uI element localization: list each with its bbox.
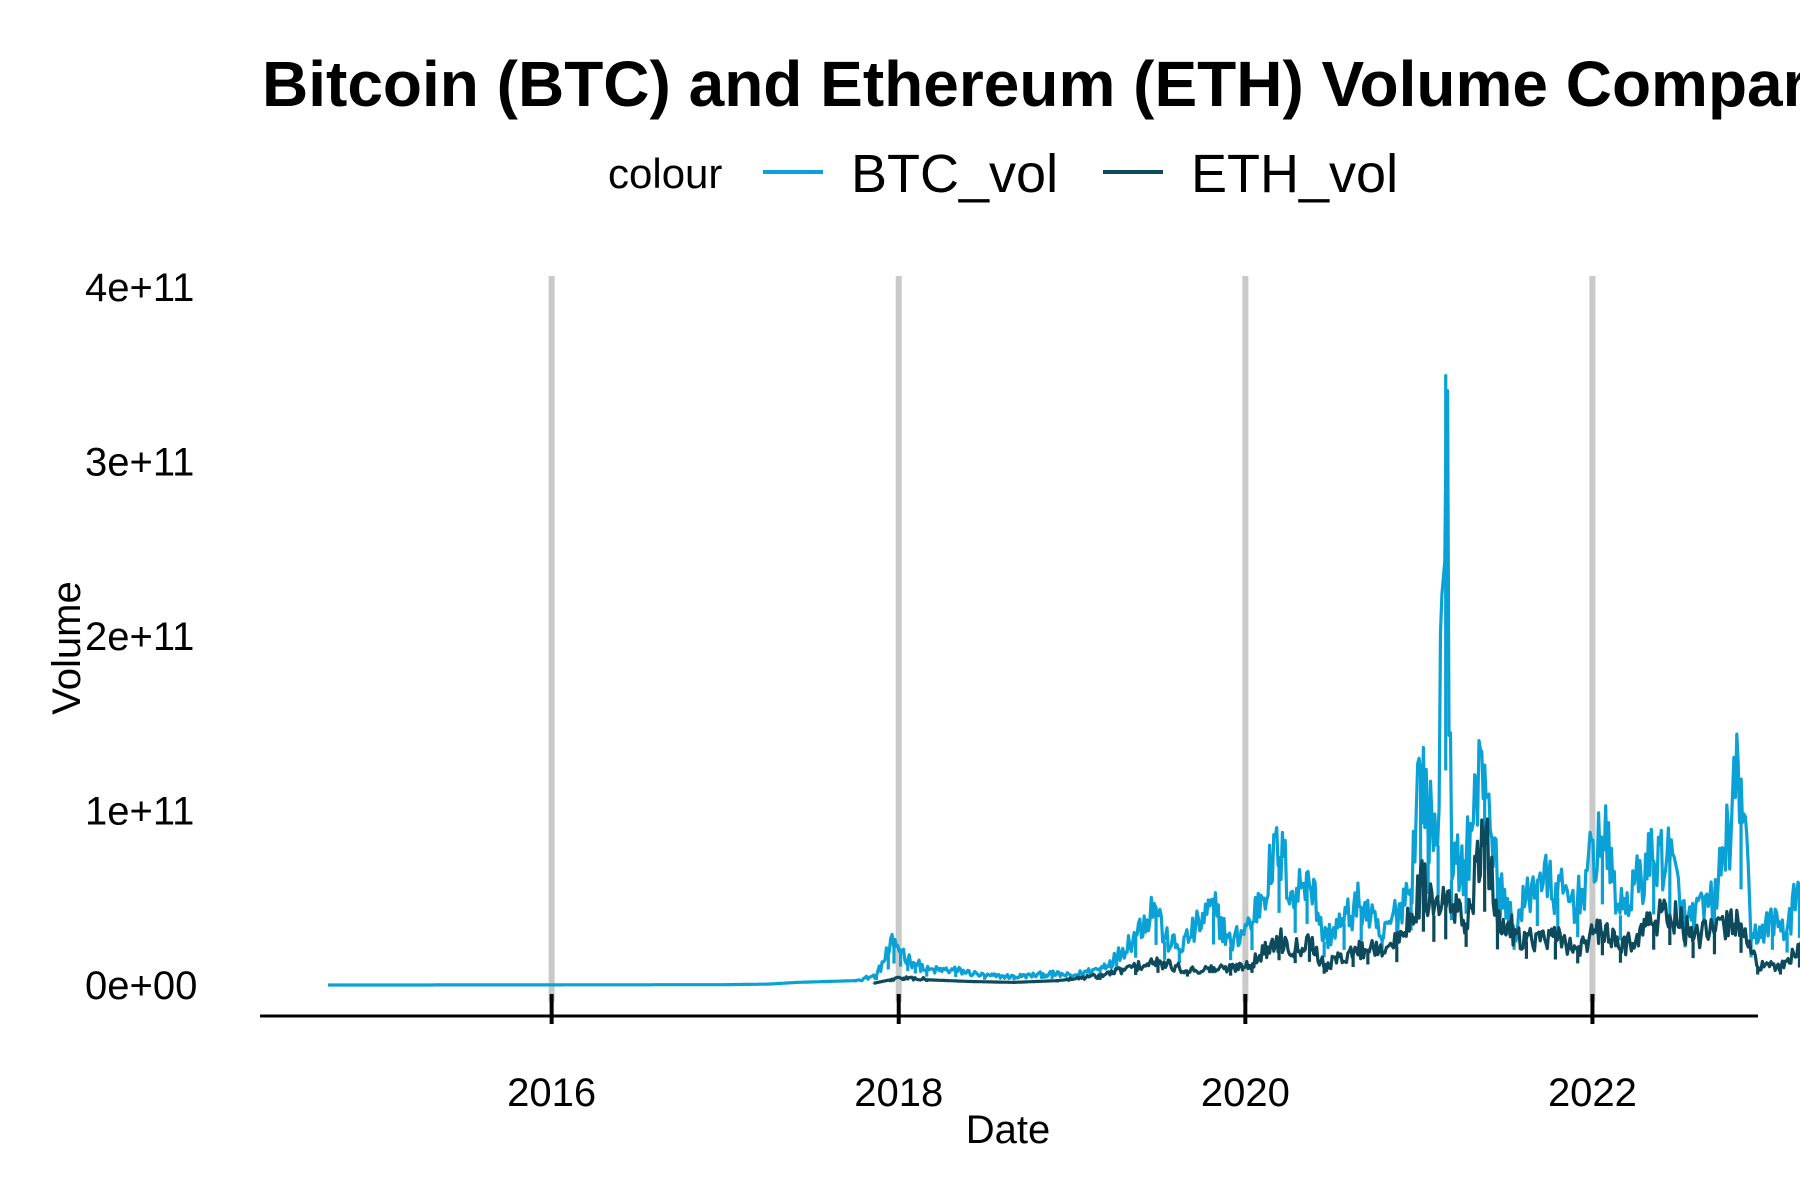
x-axis-title: Date xyxy=(966,1108,1051,1152)
y-tick-label: 2e+11 xyxy=(85,615,194,659)
y-axis-ticks: 0e+00 1e+11 2e+11 3e+11 4e+11 xyxy=(85,266,197,1008)
legend: colour BTC_vol ETH_vol xyxy=(608,144,1398,204)
legend-title: colour xyxy=(608,150,722,197)
y-axis-title: Volume xyxy=(45,581,89,714)
x-tick-label: 2016 xyxy=(507,1071,596,1115)
legend-items: BTC_vol ETH_vol xyxy=(763,144,1398,204)
legend-label-ETH_vol: ETH_vol xyxy=(1191,144,1398,204)
y-tick-label: 1e+11 xyxy=(85,790,194,834)
series-layer xyxy=(326,374,1800,987)
series-line-BTC_vol xyxy=(327,389,1800,987)
x-tick-label: 2022 xyxy=(1548,1071,1637,1115)
x-tick-label: 2020 xyxy=(1201,1071,1290,1115)
x-tick-label: 2018 xyxy=(854,1071,943,1115)
y-tick-label: 4e+11 xyxy=(85,266,194,310)
y-tick-label: 0e+00 xyxy=(85,964,197,1008)
legend-label-BTC_vol: BTC_vol xyxy=(851,144,1058,204)
grid-lines xyxy=(548,276,1596,1002)
y-tick-label: 3e+11 xyxy=(85,441,194,485)
chart-title: Bitcoin (BTC) and Ethereum (ETH) Volume … xyxy=(262,48,1800,120)
x-axis-ticks: 2016 2018 2020 2022 xyxy=(507,994,1637,1115)
